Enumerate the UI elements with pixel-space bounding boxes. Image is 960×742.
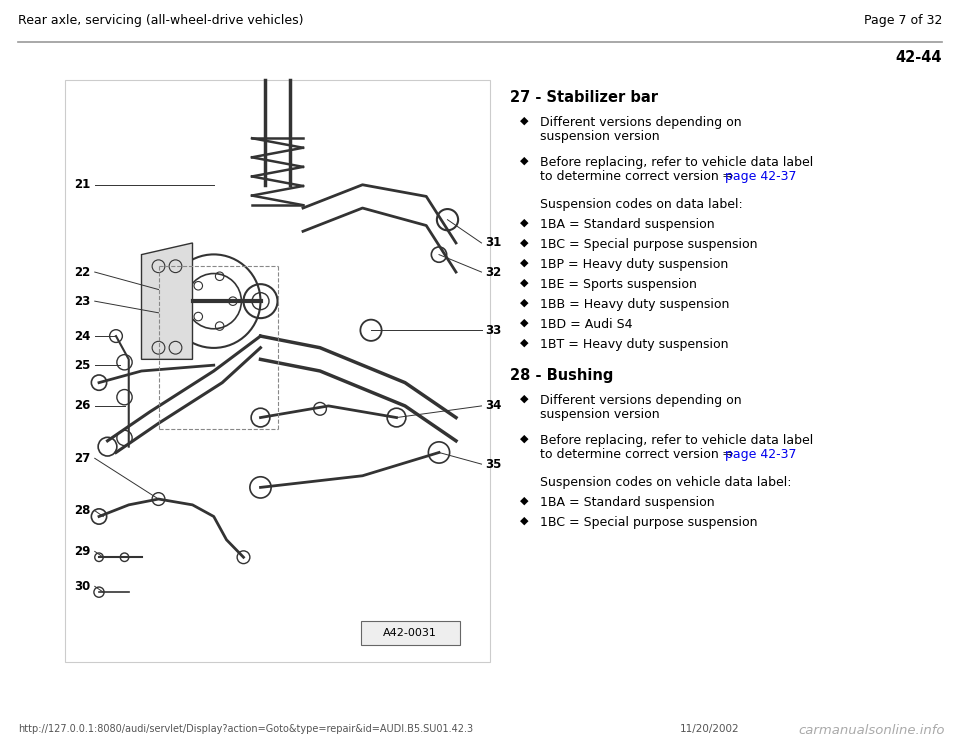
Text: Different versions depending on: Different versions depending on <box>540 394 742 407</box>
Text: Before replacing, refer to vehicle data label: Before replacing, refer to vehicle data … <box>540 156 813 169</box>
Text: 24: 24 <box>74 329 91 343</box>
Text: to determine correct version ⇒: to determine correct version ⇒ <box>540 448 737 461</box>
Text: to determine correct version ⇒: to determine correct version ⇒ <box>540 170 737 183</box>
Text: Rear axle, servicing (all-wheel-drive vehicles): Rear axle, servicing (all-wheel-drive ve… <box>18 14 303 27</box>
Text: ◆: ◆ <box>520 218 529 228</box>
Text: 1BC = Special purpose suspension: 1BC = Special purpose suspension <box>540 516 757 529</box>
Text: 31: 31 <box>486 237 502 249</box>
Text: 1BP = Heavy duty suspension: 1BP = Heavy duty suspension <box>540 258 729 271</box>
Text: 29: 29 <box>74 545 91 558</box>
Text: 1BB = Heavy duty suspension: 1BB = Heavy duty suspension <box>540 298 730 311</box>
Text: 23: 23 <box>75 295 91 308</box>
Text: ◆: ◆ <box>520 434 529 444</box>
Text: ◆: ◆ <box>520 116 529 126</box>
Text: 1BA = Standard suspension: 1BA = Standard suspension <box>540 496 714 509</box>
Text: ◆: ◆ <box>520 318 529 328</box>
Text: 42-44: 42-44 <box>896 50 942 65</box>
Text: suspension version: suspension version <box>540 408 660 421</box>
Text: suspension version: suspension version <box>540 130 660 143</box>
Text: page 42-37: page 42-37 <box>725 448 797 461</box>
Text: ◆: ◆ <box>520 496 529 506</box>
Text: ◆: ◆ <box>520 258 529 268</box>
Text: page 42-37: page 42-37 <box>725 170 797 183</box>
Text: 1BT = Heavy duty suspension: 1BT = Heavy duty suspension <box>540 338 729 351</box>
Bar <box>65 80 490 662</box>
Text: 30: 30 <box>75 580 91 593</box>
Text: 25: 25 <box>74 358 91 372</box>
Text: Page 7 of 32: Page 7 of 32 <box>864 14 942 27</box>
Text: ◆: ◆ <box>520 156 529 166</box>
Text: Suspension codes on data label:: Suspension codes on data label: <box>540 198 743 211</box>
Text: ◆: ◆ <box>520 298 529 308</box>
Text: ◆: ◆ <box>520 338 529 348</box>
Text: 1BD = Audi S4: 1BD = Audi S4 <box>540 318 633 331</box>
FancyBboxPatch shape <box>361 621 460 645</box>
Text: 33: 33 <box>486 324 502 337</box>
Text: Different versions depending on: Different versions depending on <box>540 116 742 129</box>
Text: Before replacing, refer to vehicle data label: Before replacing, refer to vehicle data … <box>540 434 813 447</box>
Text: Suspension codes on vehicle data label:: Suspension codes on vehicle data label: <box>540 476 791 489</box>
Text: 1BA = Standard suspension: 1BA = Standard suspension <box>540 218 714 231</box>
Text: 28: 28 <box>74 504 91 517</box>
Text: 22: 22 <box>75 266 91 278</box>
Text: 26: 26 <box>74 399 91 413</box>
Text: ◆: ◆ <box>520 516 529 526</box>
Text: 21: 21 <box>75 178 91 191</box>
Text: http://127.0.0.1:8080/audi/servlet/Display?action=Goto&type=repair&id=AUDI.B5.SU: http://127.0.0.1:8080/audi/servlet/Displ… <box>18 724 473 734</box>
Text: 35: 35 <box>486 458 502 470</box>
Text: 27: 27 <box>75 452 91 464</box>
Text: ◆: ◆ <box>520 278 529 288</box>
Text: A42-0031: A42-0031 <box>383 628 437 638</box>
Polygon shape <box>141 243 193 359</box>
Text: 32: 32 <box>486 266 502 278</box>
Text: 34: 34 <box>486 399 502 413</box>
Text: ◆: ◆ <box>520 394 529 404</box>
Text: 1BC = Special purpose suspension: 1BC = Special purpose suspension <box>540 238 757 251</box>
Text: carmanualsonline.info: carmanualsonline.info <box>799 724 945 737</box>
Text: ◆: ◆ <box>520 238 529 248</box>
Text: 27 - Stabilizer bar: 27 - Stabilizer bar <box>510 90 658 105</box>
Text: 1BE = Sports suspension: 1BE = Sports suspension <box>540 278 697 291</box>
Text: 28 - Bushing: 28 - Bushing <box>510 368 613 383</box>
Text: 11/20/2002: 11/20/2002 <box>680 724 739 734</box>
